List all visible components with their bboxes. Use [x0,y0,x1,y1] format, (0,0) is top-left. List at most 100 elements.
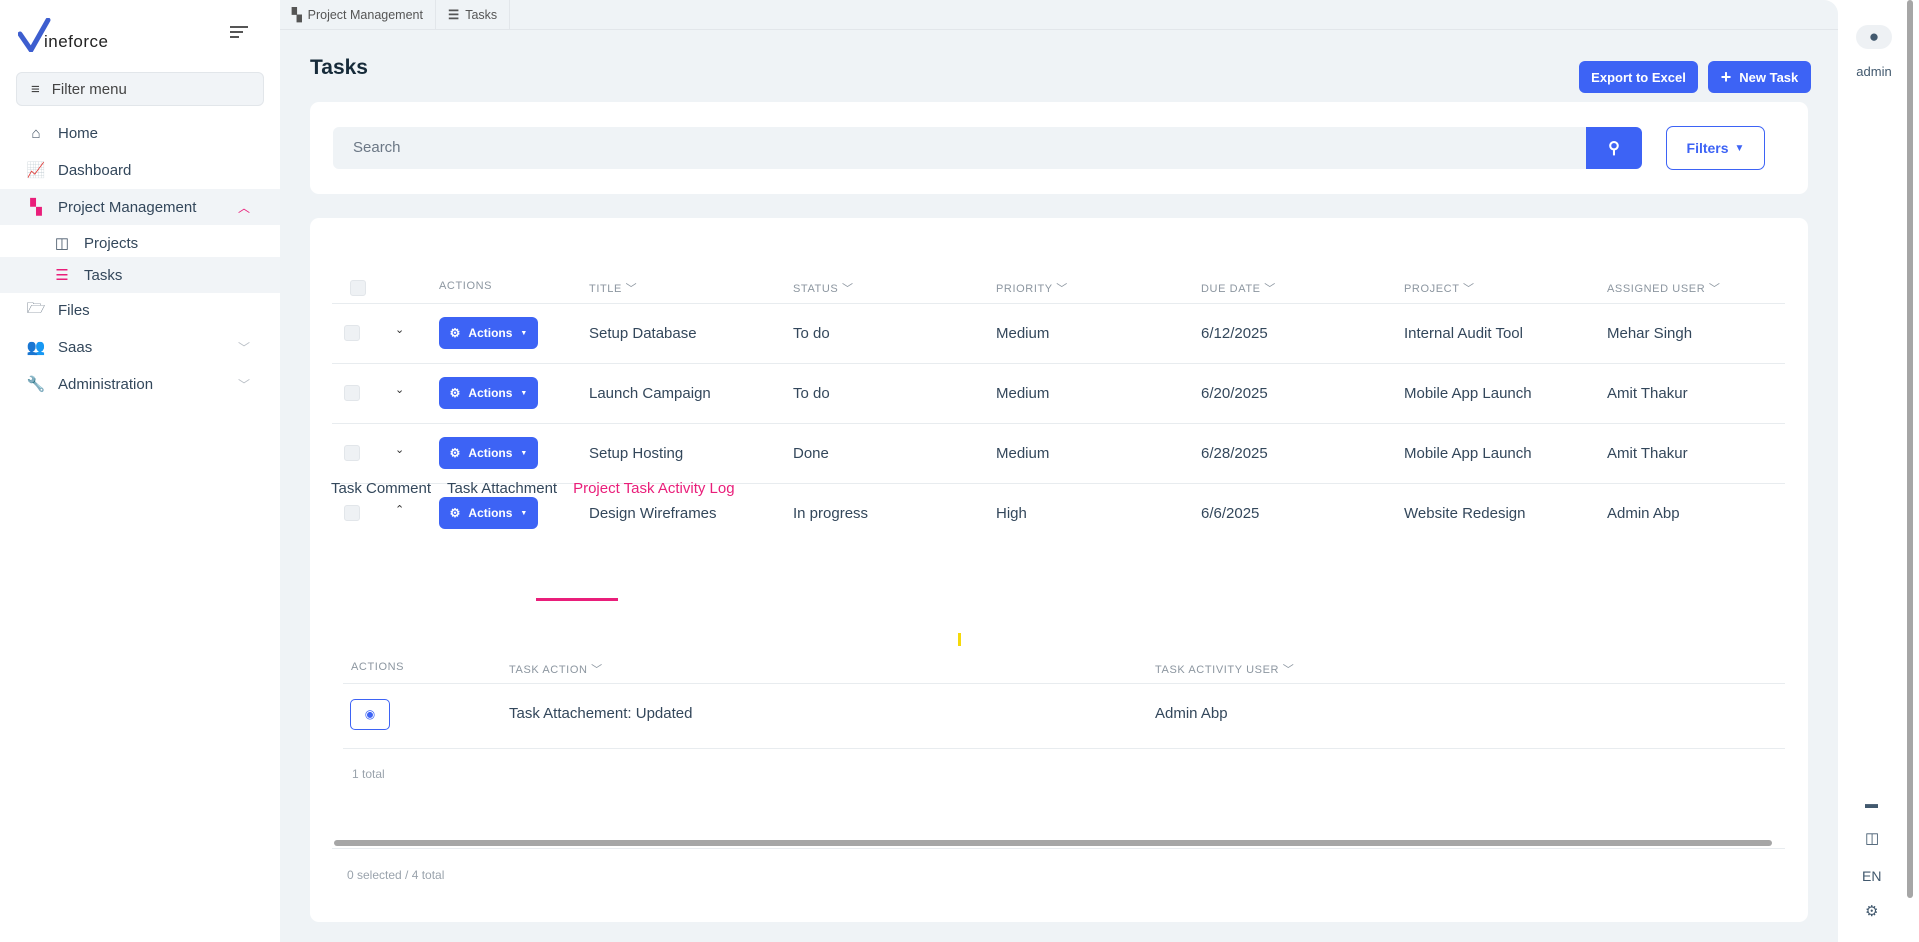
sidebar-item-projects[interactable]: ◫ Projects [0,225,280,261]
col-header-task-action[interactable]: TASK ACTION ﹀ [509,664,603,676]
chevron-down-icon[interactable]: ⌄ [395,324,405,336]
row-checkbox[interactable] [344,325,360,341]
columns-icon[interactable]: ◫ [1865,830,1880,847]
col-header[interactable]: ASSIGNED USER ﹀ [1607,283,1721,295]
table-cell: Medium [996,325,1050,342]
col-header[interactable]: PRIORITY ﹀ [996,283,1068,295]
username: admin [1856,64,1892,79]
row-checkbox[interactable] [344,445,360,461]
main-content: ▚ Project Management ☰ Tasks Tasks Export … [280,0,1838,942]
page-title: Tasks [310,56,368,79]
sidebar-item-files[interactable]: 🗁 Files [0,292,280,328]
filters-button[interactable]: Filters ▼ [1666,126,1765,170]
select-all-checkbox[interactable] [350,280,366,296]
export-excel-button[interactable]: Export to Excel [1579,61,1698,93]
col-header[interactable]: TITLE ﹀ [589,283,638,295]
row-actions-button[interactable]: ⚙ Actions ▼ [439,437,538,469]
label: Project Management [58,198,197,216]
eye-icon: ◉ [364,707,376,721]
sidebar-item-tasks[interactable]: ☰ Tasks [0,257,280,293]
menu-toggle-icon[interactable] [230,26,248,40]
table-cell: Setup Hosting [589,445,684,462]
filter-placeholder: Filter menu [51,80,127,98]
tab-2[interactable]: Project Task Activity Log [573,480,735,497]
label: STATUS [793,283,839,295]
label: Actions [468,386,513,400]
breadcrumb-tasks[interactable]: ☰ Tasks [436,0,511,30]
row-actions-button[interactable]: ⚙ Actions ▼ [439,317,538,349]
view-button[interactable]: ◉ [350,699,390,730]
chevron-down-icon[interactable]: ⌄ [395,444,405,456]
chevron-down-icon[interactable]: ⌄ [395,384,405,396]
row-actions-button[interactable]: ⚙ Actions ▼ [439,497,538,529]
search-input[interactable]: Search [333,127,1609,169]
task-action-cell: Task Attachement: Updated [509,705,693,722]
detail-tabs: Task Comment Task Attachment Project Task … [331,480,735,497]
sitemap-icon: ▚ [292,8,302,22]
row-actions-button[interactable]: ⚙ Actions ▼ [439,377,538,409]
gear-icon: ⚙ [449,386,461,400]
table-cell: High [996,505,1027,522]
search-icon: ⚲ [1608,140,1620,157]
tab-0[interactable]: Task Comment [331,480,432,497]
wrench-icon: 🔧 [26,376,46,393]
table-cell: Mobile App Launch [1404,445,1532,462]
new-task-button[interactable]: + New Task [1708,61,1811,93]
sidebar: ineforce ≡ Filter menu ⌂ Home 📈 Dashboard ▚… [0,0,280,942]
gear-icon: ⚙ [449,506,461,520]
table-cell: To do [793,385,830,402]
table-cell: In progress [793,505,869,522]
col-header[interactable]: DUE DATE ﹀ [1201,283,1276,295]
tab-1[interactable]: Task Attachment [447,480,558,497]
table-cell: Setup Database [589,325,697,342]
col-header[interactable]: PROJECT ﹀ [1404,283,1475,295]
filter-menu-input[interactable]: ≡ Filter menu [16,72,264,106]
col-header[interactable]: STATUS ﹀ [793,283,854,295]
language-selector[interactable]: EN [1862,868,1882,884]
caret-down-icon: ▼ [520,389,528,397]
sidebar-item-saas[interactable]: 👥 Saas ﹀ [0,329,280,365]
row-checkbox[interactable] [344,505,360,521]
label: PROJECT [1404,283,1460,295]
detail-total: 1 total [352,767,385,781]
right-rail: ● admin ▬ ◫ EN ⚙ [1838,0,1919,942]
label: Files [58,301,90,319]
breadcrumb: ▚ Project Management ☰ Tasks [280,0,1838,30]
table-cell: Done [793,445,829,462]
col-header-actions: ACTIONS [351,661,405,673]
chevron-down-icon: ﹀ [237,340,250,355]
table-cell: To do [793,325,830,342]
logo-text: ineforce [44,32,109,51]
breadcrumb-project-management[interactable]: ▚ Project Management [280,0,436,30]
user-avatar-icon[interactable]: ● [1856,25,1892,49]
label: Actions [468,506,513,520]
label: TASK ACTION [509,664,588,676]
sidebar-item-home[interactable]: ⌂ Home [0,115,280,151]
label: Actions [468,446,513,460]
table-footer-count: 0 selected / 4 total [347,868,445,882]
sidebar-item-administration[interactable]: 🔧 Administration ﹀ [0,366,280,402]
chevron-up-icon: ︿ [237,200,250,215]
folder-icon: 🗁 [26,299,46,317]
label: Saas [58,338,93,356]
sidebar-item-dashboard[interactable]: 📈 Dashboard [0,152,280,188]
table-cell: Design Wireframes [589,505,717,522]
settings-icon[interactable]: ⚙ [1865,903,1879,920]
laptop-icon[interactable]: ▬ [1865,796,1878,811]
table-cell: Medium [996,385,1050,402]
sitemap-icon: ▚ [30,199,42,216]
chevron-up-icon[interactable]: ⌃ [395,504,405,516]
caret-down-icon: ▼ [520,509,528,517]
columns-icon: ◫ [54,235,70,252]
label: Projects [84,234,139,252]
row-checkbox[interactable] [344,385,360,401]
horizontal-scrollbar[interactable] [334,840,1772,846]
vertical-scrollbar[interactable] [1907,0,1913,898]
col-header: ACTIONS [439,280,492,292]
task-activity-user-cell: Admin Abp [1155,705,1228,722]
search-button[interactable]: ⚲ [1586,127,1642,169]
table-cell: 6/28/2025 [1201,445,1268,462]
sidebar-item-project-management[interactable]: ▚ Project Management ︿ [0,189,280,225]
col-header-task-activity-user[interactable]: TASK ACTIVITY USER ﹀ [1155,664,1295,676]
table-cell: Mehar Singh [1607,325,1693,342]
